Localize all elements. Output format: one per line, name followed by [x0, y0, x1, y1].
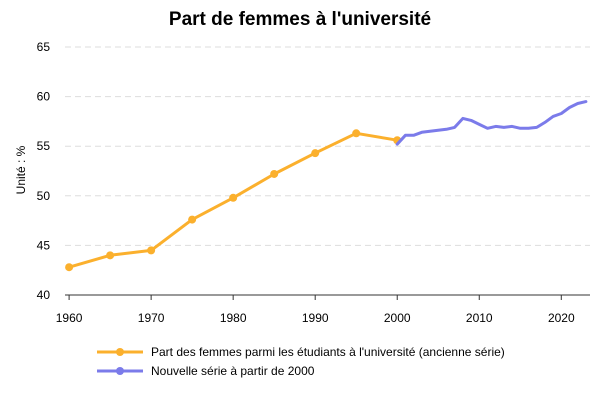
- series-1: [65, 129, 402, 272]
- y-axis-ticks: 40 45 50 55 60 65: [37, 40, 51, 302]
- x-tick-label: 2010: [466, 311, 493, 325]
- legend-item: Nouvelle série à partir de 2000: [97, 364, 315, 378]
- legend-label: Part des femmes parmi les étudiants à l'…: [151, 345, 505, 359]
- data-point: [147, 246, 156, 255]
- y-axis-title: Unité : %: [14, 145, 28, 194]
- series-2: [395, 100, 588, 146]
- legend-swatch-marker: [116, 348, 124, 356]
- data-point: [352, 129, 361, 138]
- data-point: [311, 149, 320, 158]
- series-layer: [65, 100, 588, 272]
- x-tick-label: 1960: [56, 311, 83, 325]
- series-line: [395, 100, 588, 146]
- legend-swatch-marker: [116, 367, 124, 375]
- y-tick-label: 65: [37, 40, 51, 54]
- x-tick-label: 1990: [302, 311, 329, 325]
- x-tick-label: 2000: [384, 311, 411, 325]
- x-axis-ticks: 1960 1970 1980 1990 2000 2010 2020: [56, 295, 575, 325]
- data-point: [65, 263, 74, 272]
- y-tick-label: 45: [37, 238, 51, 252]
- data-point: [229, 193, 238, 202]
- x-tick-label: 1970: [138, 311, 165, 325]
- legend: Part des femmes parmi les étudiants à l'…: [97, 345, 505, 378]
- y-tick-label: 60: [37, 90, 51, 104]
- x-tick-label: 2020: [548, 311, 575, 325]
- legend-item: Part des femmes parmi les étudiants à l'…: [97, 345, 505, 359]
- chart-title: Part de femmes à l'université: [169, 9, 431, 30]
- legend-label: Nouvelle série à partir de 2000: [151, 364, 315, 378]
- y-tick-label: 40: [37, 288, 51, 302]
- data-point: [106, 251, 115, 260]
- data-point: [270, 169, 279, 178]
- y-tick-label: 55: [37, 139, 51, 153]
- y-tick-label: 50: [37, 189, 51, 203]
- x-tick-label: 1980: [220, 311, 247, 325]
- data-point: [188, 215, 197, 224]
